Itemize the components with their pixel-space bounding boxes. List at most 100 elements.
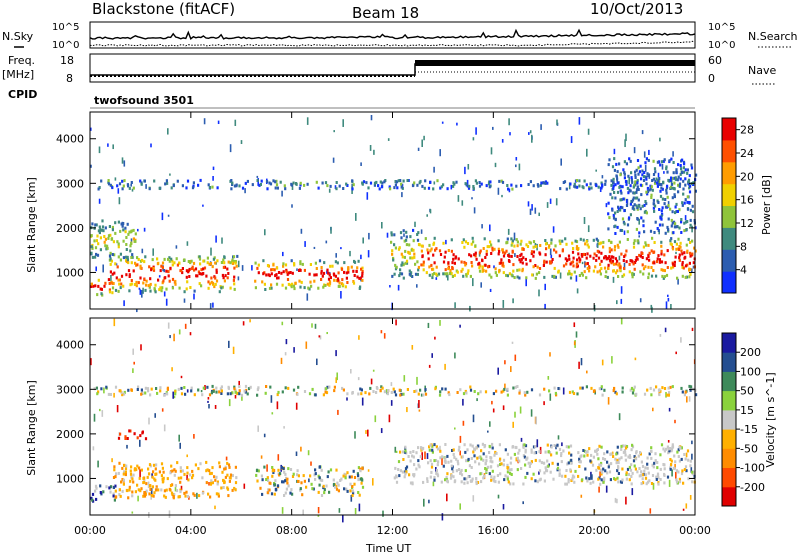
heatmap-cell [445, 476, 448, 480]
heatmap-cell [648, 188, 651, 192]
heatmap-cell [647, 276, 650, 280]
heatmap-cell [187, 260, 190, 263]
heatmap-cell [100, 292, 103, 296]
heatmap-cell [530, 460, 533, 464]
heatmap-cell [380, 185, 384, 189]
heatmap-cell [110, 237, 113, 241]
heatmap-cell [581, 254, 584, 258]
heatmap-cell [153, 477, 156, 481]
heatmap-cell [650, 482, 654, 485]
heatmap-cell [675, 478, 678, 482]
heatmap-cell [673, 176, 676, 180]
heatmap-cell [94, 223, 97, 227]
heatmap-speckle [549, 352, 551, 357]
heatmap-cell [584, 242, 587, 246]
heatmap-cell [145, 489, 148, 493]
heatmap-cell [155, 488, 158, 492]
heatmap-cell [94, 284, 97, 288]
heatmap-cell [115, 472, 118, 476]
heatmap-cell [166, 477, 169, 481]
heatmap-cell [672, 262, 675, 266]
heatmap-cell [107, 236, 110, 240]
heatmap-cell [640, 482, 643, 486]
heatmap-speckle [99, 408, 101, 412]
heatmap-cell [684, 275, 687, 279]
heatmap-cell [107, 179, 110, 182]
heatmap-cell [516, 468, 519, 472]
cpid-value: twofsound 3501 [94, 94, 194, 107]
heatmap-cell [119, 252, 122, 256]
heatmap-cell [612, 184, 615, 188]
heatmap-cell [302, 474, 305, 478]
heatmap-cell [240, 393, 244, 397]
heatmap-cell [658, 260, 661, 264]
heatmap-cell [525, 262, 528, 266]
heatmap-speckle [335, 350, 337, 357]
heatmap-cell [664, 198, 667, 201]
heatmap-cell [509, 461, 512, 465]
heatmap-cell [679, 241, 682, 245]
heatmap-cell [506, 477, 509, 481]
heatmap-speckle [691, 440, 693, 445]
heatmap-cell [161, 466, 164, 470]
heatmap-cell [231, 474, 234, 478]
heatmap-cell [651, 179, 654, 182]
heatmap-speckle [536, 439, 539, 448]
heatmap-cell [369, 386, 372, 390]
heatmap-speckle [330, 226, 332, 234]
heatmap-cell [147, 284, 150, 288]
heatmap-speckle [163, 269, 166, 273]
heatmap-cell [238, 184, 241, 188]
heatmap-speckle [179, 442, 181, 449]
heatmap-cell [233, 275, 236, 279]
heatmap-speckle [204, 385, 206, 391]
heatmap-cell [154, 283, 157, 287]
heatmap-cell [677, 448, 680, 452]
heatmap-cell [641, 256, 644, 259]
heatmap-cell [186, 280, 189, 284]
heatmap-cell [607, 267, 610, 270]
heatmap-cell [617, 207, 620, 211]
heatmap-speckle [137, 228, 139, 232]
heatmap-cell [298, 269, 301, 272]
heatmap-cell [490, 243, 493, 247]
heatmap-cell [155, 472, 158, 476]
noise-right-label: N.Search [748, 30, 798, 43]
heatmap-cell [132, 237, 135, 241]
heatmap-cell [399, 450, 402, 454]
heatmap-speckle [241, 396, 243, 401]
heatmap-cell [97, 278, 100, 282]
heatmap-cell [320, 494, 324, 497]
heatmap-cell [681, 252, 684, 256]
heatmap-cell [633, 239, 636, 243]
heatmap-cell [680, 472, 684, 476]
heatmap-cell [170, 464, 173, 468]
heatmap-cell [579, 455, 582, 459]
heatmap-cell [133, 283, 136, 286]
nave-right-label: Nave [748, 64, 776, 77]
heatmap-speckle [281, 507, 284, 514]
heatmap-cell [506, 184, 509, 187]
heatmap-cell [96, 234, 99, 238]
heatmap-cell [631, 443, 634, 447]
heatmap-cell [674, 255, 677, 259]
heatmap-cell [439, 253, 443, 256]
heatmap-cell [570, 458, 573, 462]
heatmap-cell [683, 201, 686, 205]
heatmap-cell [334, 260, 337, 264]
heatmap-cell [214, 276, 217, 280]
heatmap-cell [109, 393, 112, 396]
nave-right-tick-top: 60 [708, 54, 722, 67]
heatmap-cell [625, 162, 628, 166]
heatmap-cell [502, 389, 505, 393]
heatmap-cell [674, 176, 677, 180]
heatmap-speckle [628, 177, 630, 185]
heatmap-cell [399, 469, 402, 473]
heatmap-cell [356, 266, 359, 270]
heatmap-cell [608, 470, 612, 474]
heatmap-cell [599, 468, 602, 472]
heatmap-cell [511, 249, 514, 253]
heatmap-cell [417, 268, 420, 272]
heatmap-cell [114, 262, 117, 266]
heatmap-cell [632, 241, 636, 245]
